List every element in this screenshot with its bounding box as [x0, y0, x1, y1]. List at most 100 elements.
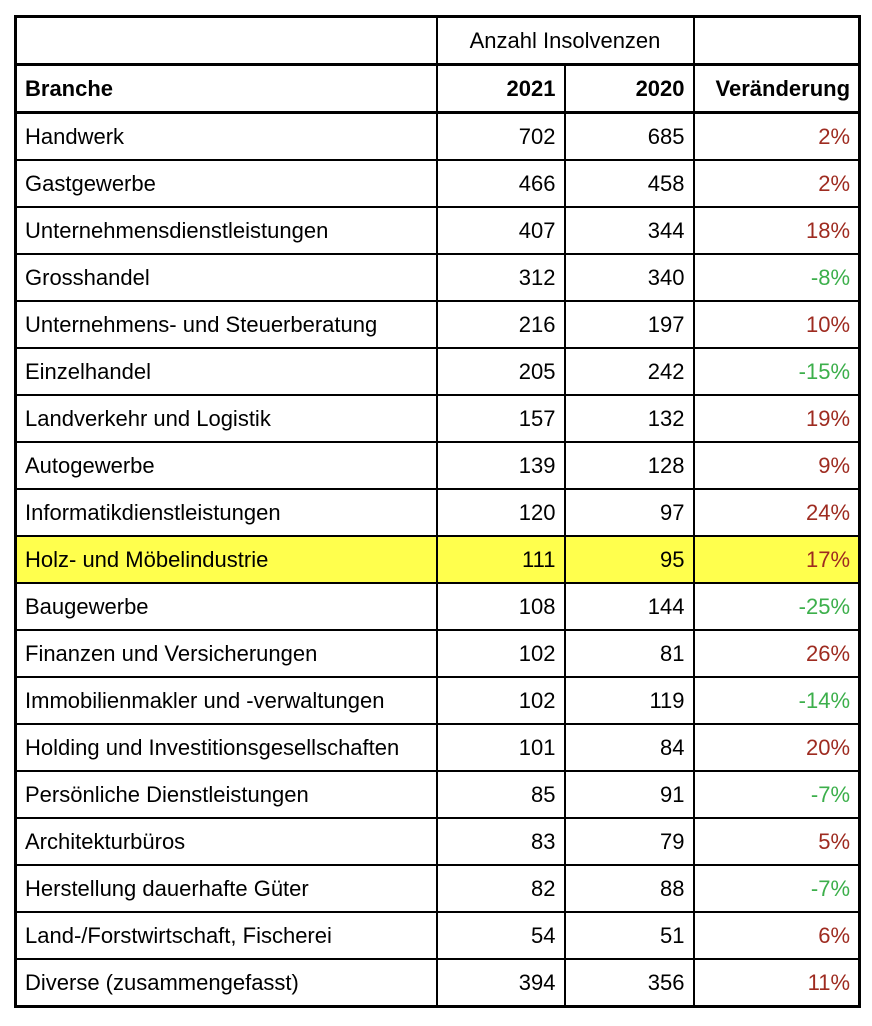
- value-2021-cell: 312: [435, 253, 566, 302]
- branche-cell: Unternehmensdienstleistungen: [14, 206, 438, 255]
- value-2021-cell: 54: [435, 911, 566, 960]
- table-row-highlighted: Holz- und Möbelindustrie 111 95 17%: [14, 535, 861, 584]
- table-row: Unternehmens- und Steuerberatung 216 197…: [14, 300, 861, 349]
- value-2021-cell: 102: [435, 629, 566, 678]
- empty-header-cell: [692, 15, 861, 66]
- change-cell: 2%: [692, 159, 861, 208]
- column-header-2020: 2020: [563, 63, 695, 114]
- branche-cell: Handwerk: [14, 111, 438, 161]
- value-2020-cell: 340: [563, 253, 695, 302]
- value-2020-cell: 79: [563, 817, 695, 866]
- group-header: Anzahl Insolvenzen: [435, 15, 695, 66]
- branche-cell: Baugewerbe: [14, 582, 438, 631]
- table-row: Baugewerbe 108 144 -25%: [14, 582, 861, 631]
- change-cell: 9%: [692, 441, 861, 490]
- table-row: Landverkehr und Logistik 157 132 19%: [14, 394, 861, 443]
- value-2021-cell: 83: [435, 817, 566, 866]
- branche-cell: Immobilienmakler und -verwaltungen: [14, 676, 438, 725]
- value-2021-cell: 111: [435, 535, 566, 584]
- table-header: Anzahl Insolvenzen Branche 2021 2020 Ver…: [14, 15, 861, 114]
- value-2021-cell: 82: [435, 864, 566, 913]
- value-2020-cell: 144: [563, 582, 695, 631]
- value-2020-cell: 97: [563, 488, 695, 537]
- change-cell: 6%: [692, 911, 861, 960]
- value-2020-cell: 119: [563, 676, 695, 725]
- branche-cell: Land-/Forstwirtschaft, Fischerei: [14, 911, 438, 960]
- branche-cell: Informatikdienstleistungen: [14, 488, 438, 537]
- change-cell: 5%: [692, 817, 861, 866]
- branche-cell: Landverkehr und Logistik: [14, 394, 438, 443]
- value-2020-cell: 84: [563, 723, 695, 772]
- value-2021-cell: 205: [435, 347, 566, 396]
- change-cell: 26%: [692, 629, 861, 678]
- branche-cell: Einzelhandel: [14, 347, 438, 396]
- branche-cell: Finanzen und Versicherungen: [14, 629, 438, 678]
- table-row: Unternehmensdienstleistungen 407 344 18%: [14, 206, 861, 255]
- value-2020-cell: 51: [563, 911, 695, 960]
- value-2020-cell: 458: [563, 159, 695, 208]
- value-2020-cell: 356: [563, 958, 695, 1008]
- change-cell: 2%: [692, 111, 861, 161]
- branche-cell: Persönliche Dienstleistungen: [14, 770, 438, 819]
- table-row: Grosshandel 312 340 -8%: [14, 253, 861, 302]
- value-2021-cell: 407: [435, 206, 566, 255]
- value-2020-cell: 242: [563, 347, 695, 396]
- branche-cell: Grosshandel: [14, 253, 438, 302]
- value-2021-cell: 702: [435, 111, 566, 161]
- change-cell: 24%: [692, 488, 861, 537]
- change-cell: -14%: [692, 676, 861, 725]
- group-header-row: Anzahl Insolvenzen: [14, 15, 861, 66]
- change-cell: -7%: [692, 864, 861, 913]
- value-2021-cell: 139: [435, 441, 566, 490]
- branche-cell: Holding und Investitionsgesellschaften: [14, 723, 438, 772]
- value-2021-cell: 108: [435, 582, 566, 631]
- table-row: Holding und Investitionsgesellschaften 1…: [14, 723, 861, 772]
- value-2021-cell: 101: [435, 723, 566, 772]
- value-2020-cell: 344: [563, 206, 695, 255]
- change-cell: 19%: [692, 394, 861, 443]
- value-2021-cell: 85: [435, 770, 566, 819]
- column-header-branche: Branche: [14, 63, 438, 114]
- column-header-row: Branche 2021 2020 Veränderung: [14, 63, 861, 114]
- branche-cell: Unternehmens- und Steuerberatung: [14, 300, 438, 349]
- table-row: Einzelhandel 205 242 -15%: [14, 347, 861, 396]
- table-row: Diverse (zusammengefasst) 394 356 11%: [14, 958, 861, 1008]
- table-row: Informatikdienstleistungen 120 97 24%: [14, 488, 861, 537]
- value-2021-cell: 157: [435, 394, 566, 443]
- value-2021-cell: 216: [435, 300, 566, 349]
- change-cell: -7%: [692, 770, 861, 819]
- value-2020-cell: 132: [563, 394, 695, 443]
- table-row: Persönliche Dienstleistungen 85 91 -7%: [14, 770, 861, 819]
- branche-cell: Gastgewerbe: [14, 159, 438, 208]
- value-2020-cell: 128: [563, 441, 695, 490]
- branche-cell: Holz- und Möbelindustrie: [14, 535, 438, 584]
- change-cell: -25%: [692, 582, 861, 631]
- branche-cell: Herstellung dauerhafte Güter: [14, 864, 438, 913]
- table-row: Gastgewerbe 466 458 2%: [14, 159, 861, 208]
- value-2020-cell: 685: [563, 111, 695, 161]
- change-cell: -8%: [692, 253, 861, 302]
- table-row: Herstellung dauerhafte Güter 82 88 -7%: [14, 864, 861, 913]
- empty-header-cell: [14, 15, 438, 66]
- value-2020-cell: 95: [563, 535, 695, 584]
- branche-cell: Diverse (zusammengefasst): [14, 958, 438, 1008]
- change-cell: 11%: [692, 958, 861, 1008]
- value-2021-cell: 102: [435, 676, 566, 725]
- change-cell: 18%: [692, 206, 861, 255]
- table-row: Autogewerbe 139 128 9%: [14, 441, 861, 490]
- table-row: Finanzen und Versicherungen 102 81 26%: [14, 629, 861, 678]
- value-2021-cell: 394: [435, 958, 566, 1008]
- insolvency-table: Anzahl Insolvenzen Branche 2021 2020 Ver…: [14, 15, 862, 1008]
- value-2021-cell: 466: [435, 159, 566, 208]
- table-row: Immobilienmakler und -verwaltungen 102 1…: [14, 676, 861, 725]
- table-row: Architekturbüros 83 79 5%: [14, 817, 861, 866]
- change-cell: -15%: [692, 347, 861, 396]
- change-cell: 20%: [692, 723, 861, 772]
- column-header-2021: 2021: [435, 63, 566, 114]
- branche-cell: Architekturbüros: [14, 817, 438, 866]
- value-2021-cell: 120: [435, 488, 566, 537]
- column-header-veraenderung: Veränderung: [692, 63, 861, 114]
- change-cell: 17%: [692, 535, 861, 584]
- value-2020-cell: 197: [563, 300, 695, 349]
